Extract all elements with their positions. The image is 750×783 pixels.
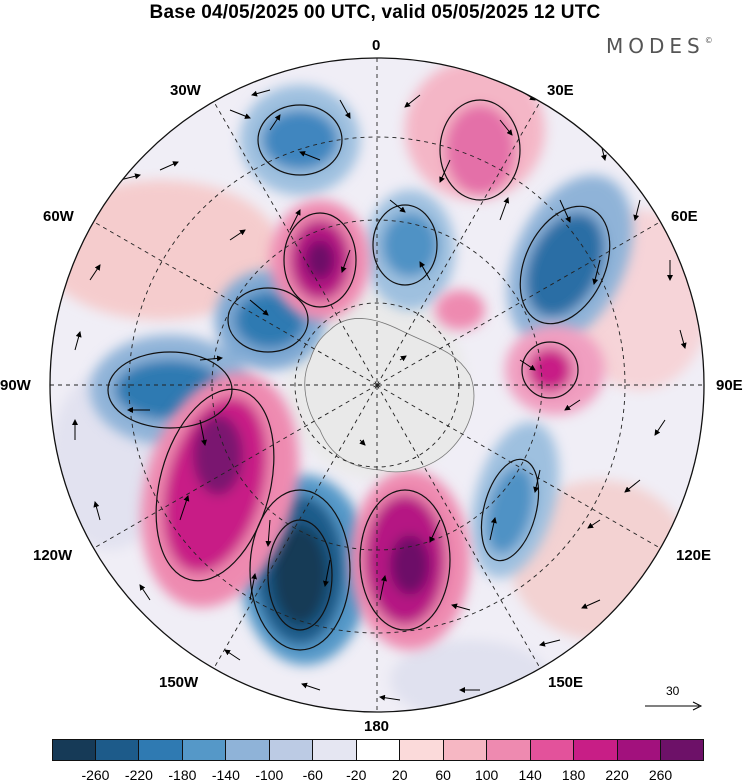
- colorbar: [52, 739, 704, 761]
- colorbar-tick-label: -220: [124, 767, 153, 783]
- colorbar-tick-label: 140: [518, 767, 542, 783]
- colorbar-tick-label: -180: [168, 767, 197, 783]
- lon-label-120w: 120W: [33, 547, 73, 564]
- lon-label-30w: 30W: [170, 82, 201, 99]
- lon-label-30e: 30E: [547, 82, 574, 99]
- lon-label-150e: 150E: [548, 674, 584, 691]
- map-title: Base 04/05/2025 00 UTC, valid 05/05/2025…: [149, 2, 601, 23]
- colorbar-tick-label: 20: [391, 767, 408, 783]
- lon-label-180: 180: [364, 718, 390, 735]
- colorbar-swatch: [355, 739, 400, 761]
- colorbar-tick-label: -60: [302, 767, 323, 783]
- lon-label-150w: 150W: [159, 674, 199, 691]
- colorbar-tick-label: 220: [605, 767, 629, 783]
- colorbar-swatch: [52, 739, 95, 761]
- colorbar-tick-label: -20: [346, 767, 367, 783]
- colorbar-ticks: -260 -220 -180 -140 -100 -60 -20 20 60 100 140 180 2…: [0, 767, 750, 783]
- brand-name: MODES: [606, 34, 705, 58]
- colorbar-swatch: [486, 739, 530, 761]
- colorbar-swatch: [268, 739, 313, 761]
- lon-label-120e: 120E: [676, 547, 712, 564]
- lon-label-60e: 60E: [671, 208, 698, 225]
- colorbar-tick-label: -140: [211, 767, 240, 783]
- reference-vector-arrow: [645, 701, 703, 711]
- lon-label-0: 0: [372, 37, 381, 54]
- colorbar-swatch: [225, 739, 269, 761]
- lon-label-90w: 90W: [0, 377, 31, 394]
- colorbar-swatch: [312, 739, 356, 761]
- colorbar-swatch: [399, 739, 443, 761]
- map-border: [49, 57, 705, 713]
- colorbar-swatch: [94, 739, 139, 761]
- colorbar-swatch: [660, 739, 704, 761]
- colorbar-tick-label: 60: [435, 767, 451, 783]
- colorbar-tick-label: -260: [81, 767, 110, 783]
- anomaly-field: [50, 58, 704, 712]
- colorbar-swatch: [529, 739, 574, 761]
- lon-label-60w: 60W: [43, 208, 74, 225]
- colorbar-swatch: [181, 739, 226, 761]
- colorbar-tick-label: 100: [474, 767, 499, 783]
- reference-vector-label: 30: [666, 684, 680, 698]
- colorbar-tick-label: -100: [255, 767, 284, 783]
- colorbar-swatch: [138, 739, 182, 761]
- lon-label-90e: 90E: [716, 377, 743, 394]
- colorbar-swatch: [442, 739, 487, 761]
- colorbar-tick-label: 260: [648, 767, 673, 783]
- colorbar-tick-label: 180: [561, 767, 586, 783]
- colorbar-swatch: [573, 739, 617, 761]
- brand-mark: ©: [704, 36, 713, 45]
- brand-logo: MODES©: [606, 34, 713, 58]
- colorbar-frame: [52, 739, 704, 761]
- colorbar-swatch: [616, 739, 661, 761]
